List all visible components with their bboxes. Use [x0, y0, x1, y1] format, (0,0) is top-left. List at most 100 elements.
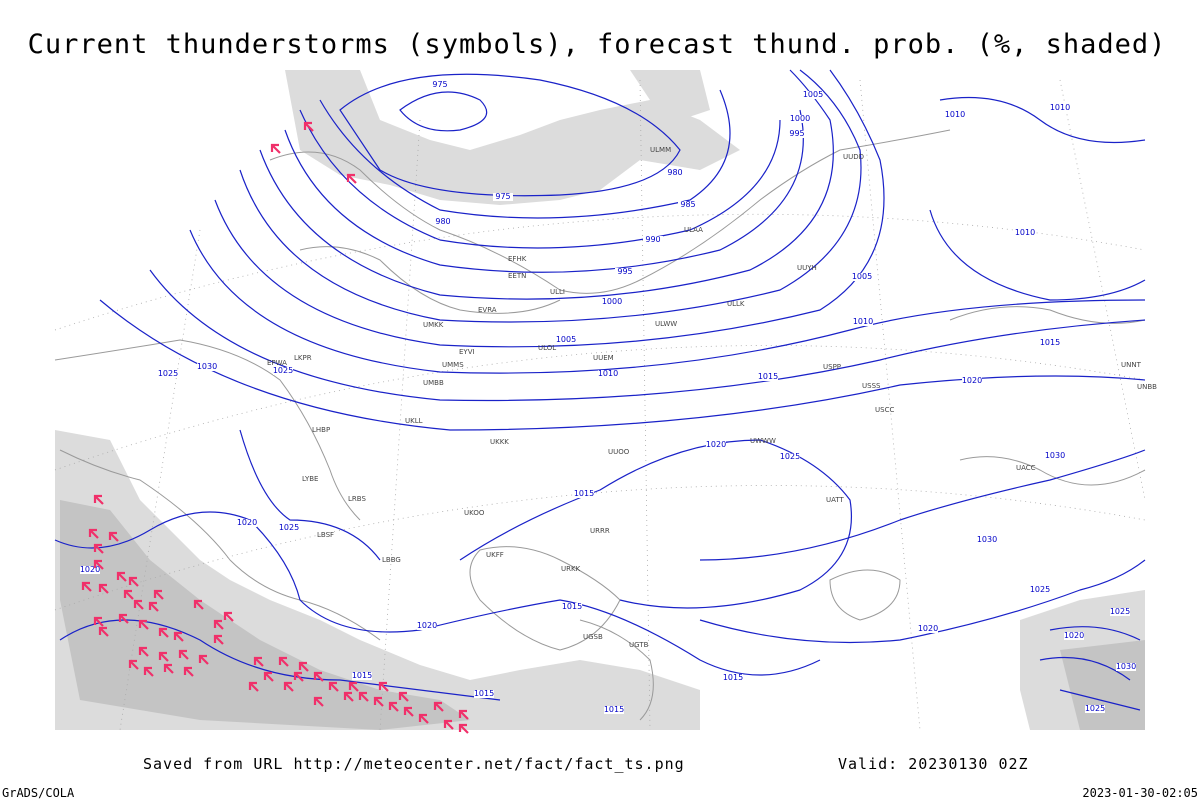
- station-label: USPP: [823, 363, 841, 371]
- station-label: UKOO: [464, 509, 485, 517]
- isobar-label-bg: [1045, 452, 1065, 460]
- thunderstorm-symbol: [128, 659, 139, 670]
- thunderstorm-symbol: [93, 616, 104, 627]
- station-label: UNNT: [1121, 361, 1142, 369]
- station-label: UGTB: [629, 641, 649, 649]
- thunderstorm-symbol: [133, 599, 144, 610]
- thunderstorm-symbol: [163, 663, 174, 674]
- station-label: EVRA: [478, 306, 497, 314]
- isobar-label-bg: [1040, 339, 1060, 347]
- isobar-labels: 975 975 980 980 985 990 995 1000 1005 1010 1015 102…: [80, 80, 1136, 714]
- isobar-label-bg: [562, 603, 582, 611]
- station-label: ULLK: [727, 300, 745, 308]
- station-label: UUOO: [608, 448, 630, 456]
- isobar-label: 1030: [197, 362, 217, 371]
- isobar-label: 1015: [474, 689, 494, 698]
- isobar-label-bg: [598, 370, 618, 378]
- isobar-label-bg: [945, 111, 965, 119]
- isobar-label: 1030: [977, 535, 997, 544]
- map-area: 975 975 980 980 985 990 995 1000 1005 1010 1015 102…: [54, 69, 1157, 734]
- isobar-label-bg: [790, 115, 810, 123]
- thunderstorm-symbol: [108, 531, 119, 542]
- thunderstorm-symbol: [98, 626, 109, 637]
- station-label: LBBG: [382, 556, 401, 564]
- station-labels: ULMM ULAA UUYH ULLI EFHK EETN ULOL ULWW UMKK EVRA…: [267, 146, 1157, 649]
- station-label: EETN: [508, 272, 526, 280]
- isobar-label-bg: [352, 672, 372, 680]
- probability-shading-high: [60, 500, 1145, 730]
- isobar-label: 1020: [706, 440, 726, 449]
- thunderstorm-symbol: [158, 627, 169, 638]
- isobar-label: 1010: [1015, 228, 1035, 237]
- thunderstorm-symbol: [298, 661, 309, 672]
- station-label: EFHK: [508, 255, 527, 263]
- isobar-label-bg: [474, 690, 494, 698]
- thunderstorm-symbol: [346, 173, 357, 184]
- isobar-label-bg: [273, 367, 293, 375]
- isobar-label: 1025: [1110, 607, 1130, 616]
- thunderstorm-symbols: [81, 121, 469, 734]
- isobar-label-bg: [678, 201, 698, 209]
- station-label: UKLL: [405, 417, 423, 425]
- isobar-label: 980: [435, 217, 450, 226]
- thunderstorm-symbol: [270, 143, 281, 154]
- thunderstorm-symbol: [433, 701, 444, 712]
- station-label: LRBS: [348, 495, 366, 503]
- station-label: UUYH: [797, 264, 817, 272]
- thunderstorm-symbol: [118, 613, 129, 624]
- station-label: USSS: [862, 382, 881, 390]
- thunderstorm-symbol: [173, 631, 184, 642]
- title: Current thunderstorms (symbols), forecas…: [28, 29, 1167, 60]
- isobar-label-bg: [780, 453, 800, 461]
- station-label: UUDD: [843, 153, 864, 161]
- thunderstorm-symbol: [358, 691, 369, 702]
- isobar-label-bg: [853, 318, 873, 326]
- isobar-label-bg: [279, 524, 299, 532]
- isobar-label: 1015: [723, 673, 743, 682]
- isobar-label: 1025: [1030, 585, 1050, 594]
- station-label: LKPR: [294, 354, 312, 362]
- station-label: EPWA: [267, 359, 287, 367]
- isobar-label: 1020: [417, 621, 437, 630]
- thunderstorm-symbol: [388, 701, 399, 712]
- isobar-label-bg: [615, 268, 635, 276]
- isobar-label: 995: [789, 129, 804, 138]
- isobar-label: 975: [432, 80, 447, 89]
- thunderstorm-symbol: [343, 691, 354, 702]
- isobar-label-bg: [787, 130, 807, 138]
- thunderstorm-symbol: [283, 681, 294, 692]
- isobar-label-bg: [758, 373, 778, 381]
- station-label: URKK: [561, 565, 581, 573]
- isobar-label-bg: [237, 519, 257, 527]
- thunderstorm-symbol: [373, 696, 384, 707]
- isobar-label-bg: [1030, 586, 1050, 594]
- isobar-label-bg: [197, 363, 217, 371]
- isobar-label: 1015: [352, 671, 372, 680]
- isobar-label: 1020: [237, 518, 257, 527]
- station-label: UGSB: [583, 633, 603, 641]
- isobar-label-bg: [80, 566, 100, 574]
- thunderstorm-symbol: [213, 619, 224, 630]
- station-label: ULLI: [550, 288, 565, 296]
- thunderstorm-symbol: [378, 681, 389, 692]
- source-url: Saved from URL http://meteocenter.net/fa…: [143, 755, 685, 773]
- station-label: ULOL: [538, 344, 556, 352]
- thunderstorm-symbol: [193, 599, 204, 610]
- station-label: ULAA: [684, 226, 703, 234]
- isobar-label: 1005: [803, 90, 823, 99]
- isobar-label: 1030: [1116, 662, 1136, 671]
- isobar-label-bg: [977, 536, 997, 544]
- thunderstorm-symbol: [443, 719, 454, 730]
- thunderstorm-symbol: [223, 611, 234, 622]
- isobar-label: 1015: [562, 602, 582, 611]
- thunderstorm-symbol: [348, 681, 359, 692]
- station-label: UMKK: [423, 321, 444, 329]
- isobar-label: 1015: [574, 489, 594, 498]
- isobar-label: 1025: [279, 523, 299, 532]
- isobar-label-bg: [417, 622, 437, 630]
- isobar-label-bg: [158, 370, 178, 378]
- thunderstorm-symbol: [178, 649, 189, 660]
- thunderstorm-symbol: [213, 634, 224, 645]
- station-label: USCC: [875, 406, 894, 414]
